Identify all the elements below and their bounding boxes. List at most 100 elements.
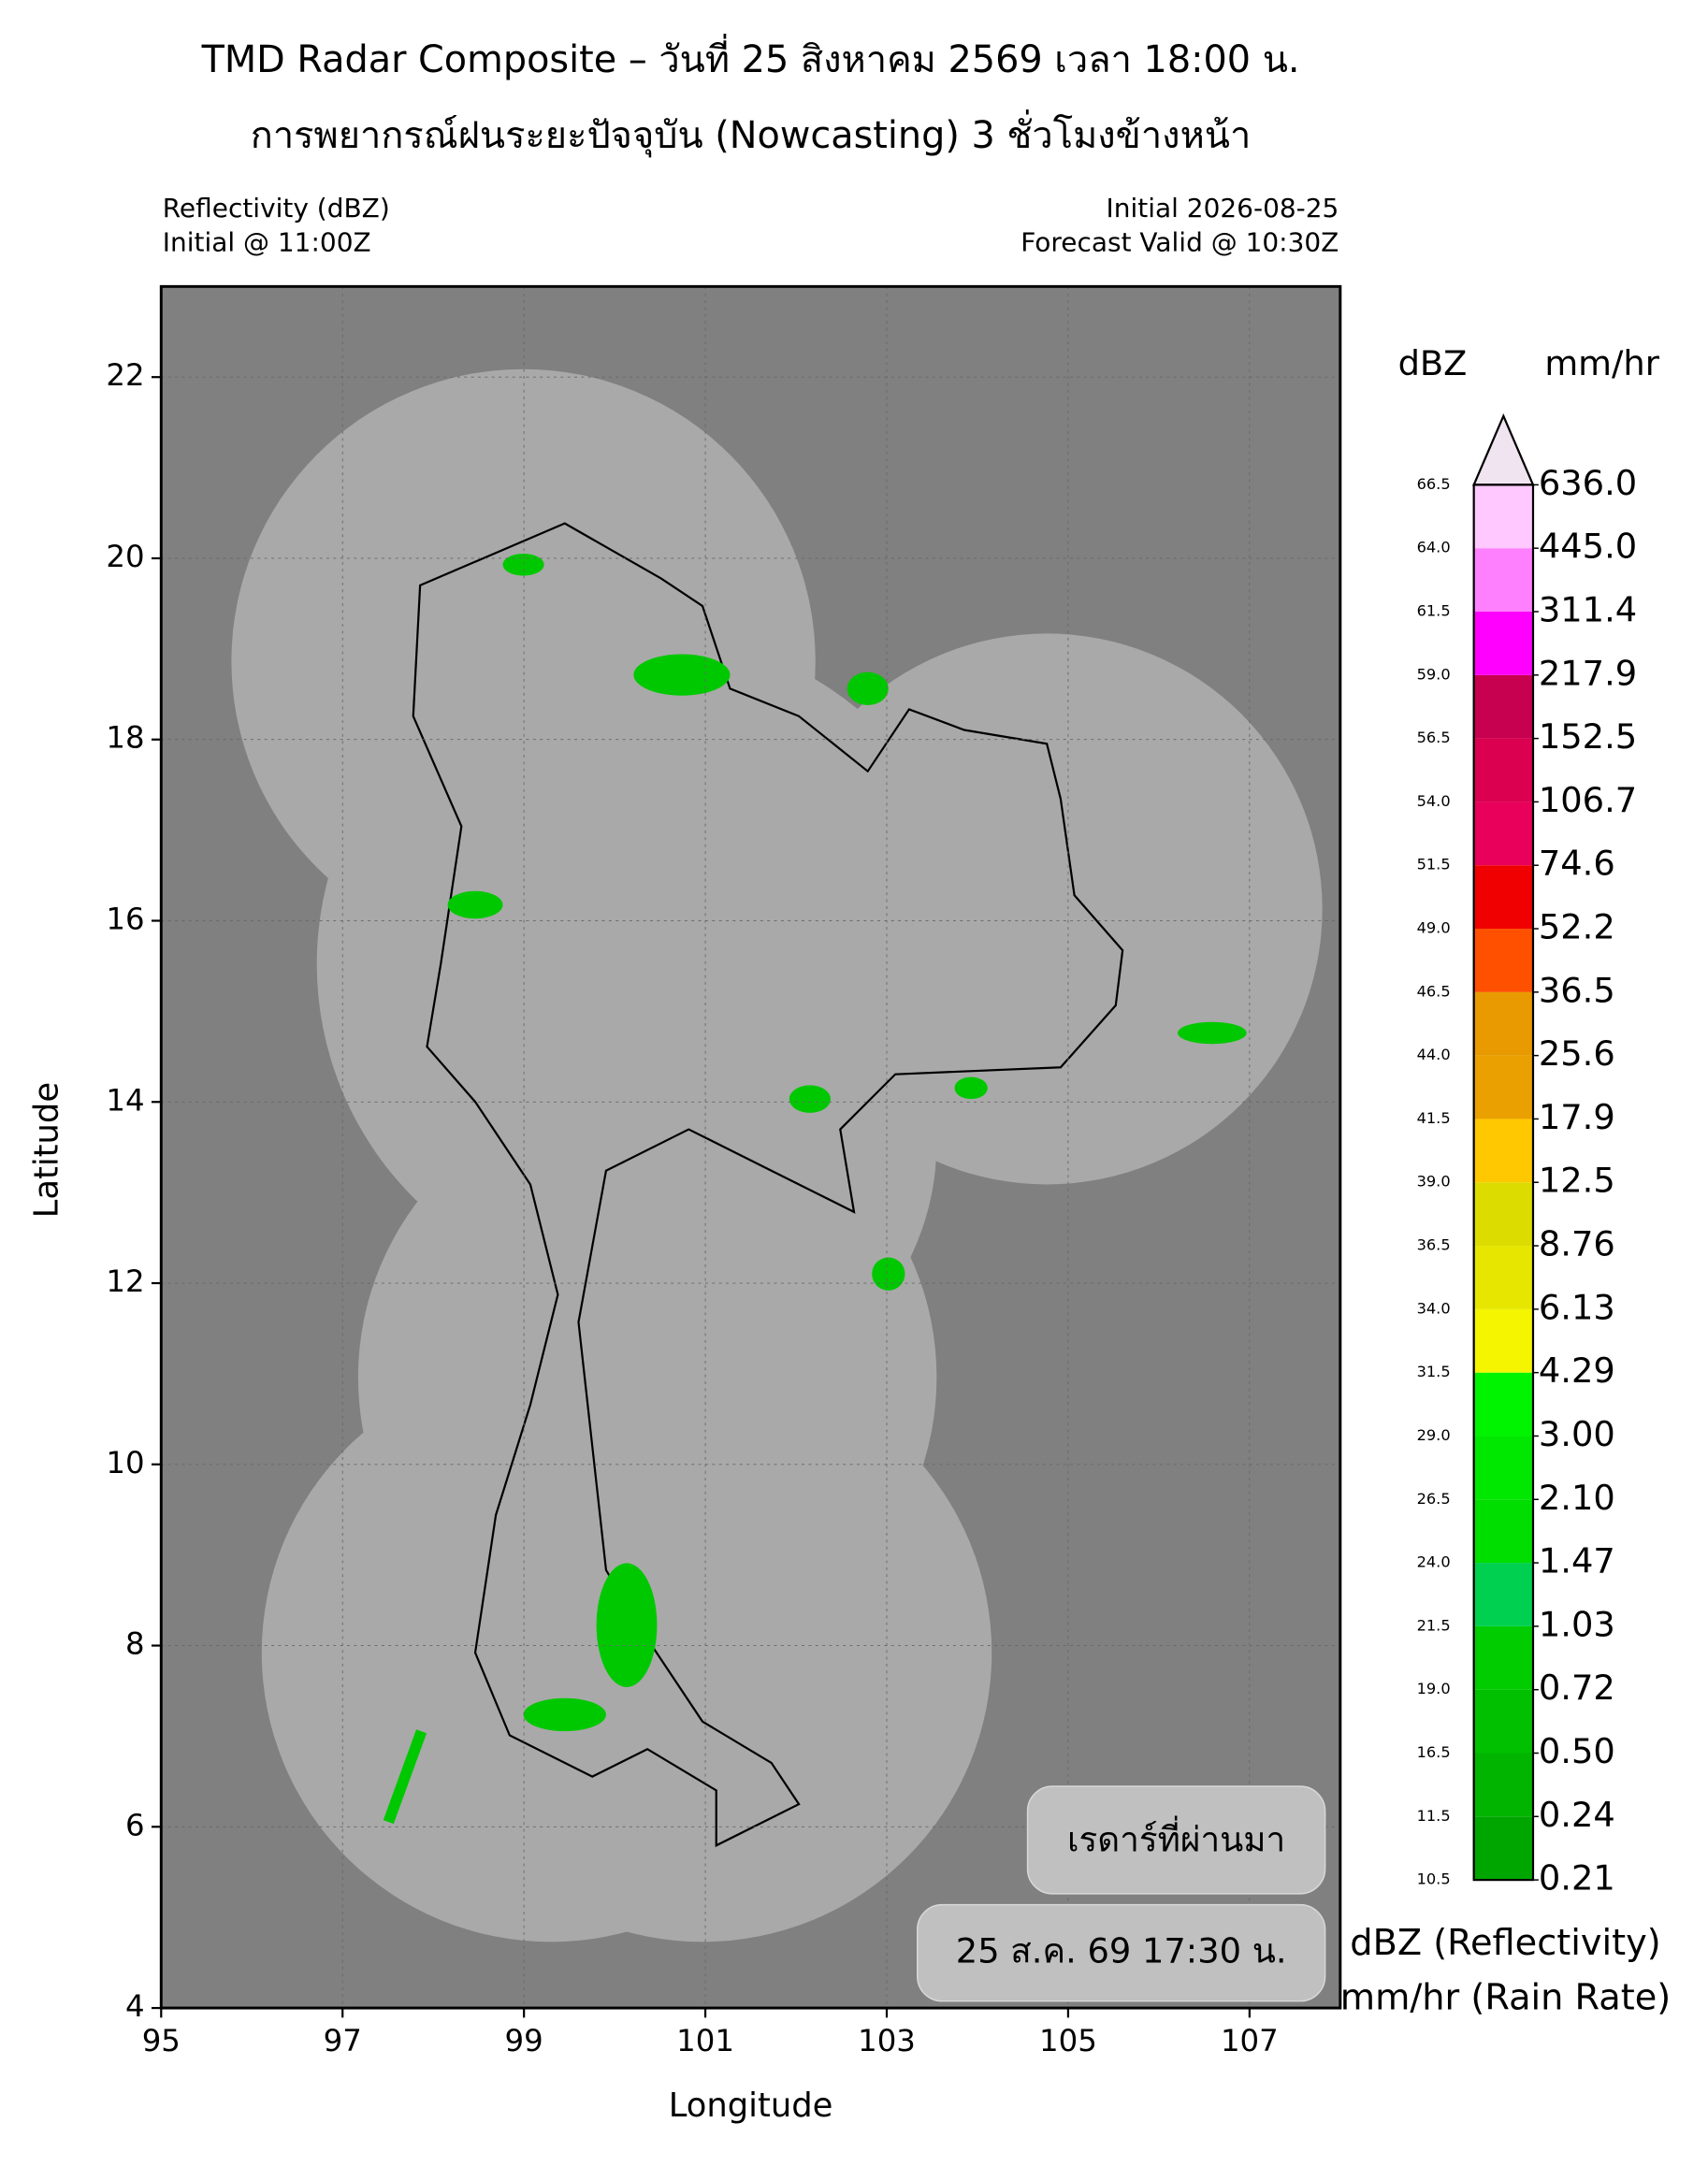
y-tick-label: 4 (125, 1988, 145, 2024)
colorbar-dbz-label: 59.0 (1417, 665, 1451, 683)
legend-time: 25 ส.ค. 69 17:30 น. (956, 1931, 1287, 1971)
colorbar-dbz-label: 11.5 (1417, 1807, 1451, 1825)
colorbar-rain-label: 8.76 (1539, 1224, 1615, 1264)
colorbar-rain-label: 52.2 (1539, 907, 1615, 947)
y-tick-label: 18 (106, 720, 144, 756)
radar-echo (383, 554, 1247, 1825)
colorbar-dbz-label: 46.5 (1417, 982, 1451, 1000)
subtitle: การพยากรณ์ฝนระยะปัจจุบัน (Nowcasting) 3 … (251, 109, 1252, 158)
colorbar-rain-label: 217.9 (1539, 653, 1637, 693)
colorbar-rain-label: 4.29 (1539, 1350, 1615, 1391)
info-left: Initial @ 11:00Z (163, 227, 371, 258)
colorbar-header: mm/hr (1544, 343, 1659, 383)
colorbar-dbz-label: 19.0 (1417, 1680, 1451, 1697)
y-tick-label: 22 (106, 357, 144, 393)
x-tick-label: 103 (858, 2023, 916, 2058)
colorbar-segment (1473, 1689, 1533, 1754)
colorbar-rain-label: 17.9 (1539, 1097, 1615, 1137)
colorbar-segment (1473, 548, 1533, 612)
colorbar-segment (1473, 1563, 1533, 1626)
colorbar-segment (1473, 1308, 1533, 1373)
colorbar-rain-label: 445.0 (1539, 527, 1637, 567)
y-tick-label: 6 (125, 1807, 145, 1842)
colorbar-dbz-label: 31.5 (1417, 1363, 1451, 1380)
colorbar-dbz-label: 66.5 (1417, 475, 1451, 493)
colorbar-dbz-label: 54.0 (1417, 792, 1451, 810)
colorbar-dbz-label: 29.0 (1417, 1426, 1451, 1444)
legend-label: เรดาร์ที่ผ่านมา (1067, 1815, 1285, 1859)
y-axis-label: Latitude (28, 1082, 66, 1218)
border (412, 522, 1124, 1848)
info-right: Forecast Valid @ 10:30Z (1020, 227, 1339, 258)
y-tick-label: 12 (106, 1264, 144, 1299)
colorbar-dbz-label: 26.5 (1417, 1490, 1451, 1508)
y-tick-label: 14 (106, 1082, 144, 1118)
x-tick-label: 107 (1221, 2023, 1279, 2058)
colorbar-segment (1473, 1246, 1533, 1309)
colorbar-rain-label: 36.5 (1539, 970, 1615, 1010)
colorbar-dbz-label: 51.5 (1417, 856, 1451, 874)
map-frame (159, 284, 1342, 2010)
colorbar-rain-label: 311.4 (1539, 589, 1637, 629)
x-tick-label: 101 (676, 2023, 734, 2058)
colorbar-header: dBZ (1398, 343, 1468, 383)
colorbar-segment (1473, 1625, 1533, 1690)
colorbar-rain-label: 1.03 (1539, 1604, 1615, 1644)
y-tick-label: 10 (106, 1445, 144, 1480)
radar-coverage (231, 368, 1323, 1942)
colorbar-rain-label: 6.13 (1539, 1287, 1615, 1327)
colorbar-rain-label: 636.0 (1539, 463, 1637, 503)
colorbar-dbz-label: 39.0 (1417, 1173, 1451, 1191)
colorbar-caption: mm/hr (Rain Rate) (1340, 1977, 1671, 2019)
colorbar-segment (1473, 801, 1533, 866)
info-left: Reflectivity (dBZ) (163, 193, 390, 224)
colorbar-segment (1473, 1753, 1533, 1817)
colorbar-rain-label: 0.72 (1539, 1668, 1615, 1708)
colorbar-segment (1473, 1182, 1533, 1247)
y-tick-label: 8 (125, 1626, 145, 1662)
colorbar-rain-label: 25.6 (1539, 1033, 1615, 1074)
map (161, 286, 1340, 2009)
colorbar-segment (1473, 1436, 1533, 1500)
colorbar-dbz-label: 10.5 (1417, 1870, 1451, 1888)
colorbar-dbz-label: 61.5 (1417, 601, 1451, 619)
colorbar-dbz-label: 24.0 (1417, 1553, 1451, 1571)
colorbar-caption: dBZ (Reflectivity) (1350, 1922, 1660, 1964)
colorbar: 10.5 11.5 16.5 19.0 21.5 24.0 26.5 29.0 31.5 34.0… (1417, 412, 1637, 1899)
colorbar-rain-label: 152.5 (1539, 716, 1637, 757)
colorbar-rain-label: 0.21 (1539, 1858, 1615, 1899)
colorbar-rain-label: 0.24 (1539, 1795, 1615, 1835)
y-tick-label: 20 (106, 539, 144, 574)
colorbar-dbz-label: 64.0 (1417, 539, 1451, 556)
colorbar-segment (1473, 865, 1533, 930)
legend-box (917, 1903, 1326, 2002)
colorbar-segment (1473, 1119, 1533, 1183)
colorbar-rain-label: 74.6 (1539, 844, 1615, 884)
colorbar-segment (1473, 1816, 1533, 1881)
colorbar-segment (1473, 929, 1533, 992)
y-tick-label: 16 (106, 901, 144, 936)
colorbar-rain-label: 12.5 (1539, 1161, 1615, 1201)
colorbar-rain-label: 106.7 (1539, 780, 1637, 820)
colorbar-segment (1473, 1372, 1533, 1437)
x-tick-label: 95 (142, 2023, 181, 2058)
x-tick-label: 105 (1039, 2023, 1097, 2058)
colorbar-segment (1473, 611, 1533, 675)
title: TMD Radar Composite – วันที่ 25 สิงหาคม … (201, 34, 1300, 81)
legend-box (1026, 1785, 1326, 1895)
colorbar-extension (1471, 412, 1535, 486)
colorbar-rain-label: 0.50 (1539, 1731, 1615, 1771)
x-tick-label: 97 (324, 2023, 362, 2058)
colorbar-dbz-label: 41.5 (1417, 1109, 1451, 1127)
info-right: Initial 2026-08-25 (1107, 193, 1339, 224)
colorbar-dbz-label: 21.5 (1417, 1616, 1451, 1634)
x-axis-label: Longitude (669, 2087, 833, 2125)
colorbar-segment (1473, 1055, 1533, 1119)
colorbar-segment (1473, 1499, 1533, 1564)
colorbar-segment (1473, 991, 1533, 1056)
colorbar-rain-label: 2.10 (1539, 1478, 1615, 1518)
colorbar-dbz-label: 49.0 (1417, 919, 1451, 937)
colorbar-segment (1473, 484, 1533, 549)
x-tick-label: 99 (505, 2023, 543, 2058)
